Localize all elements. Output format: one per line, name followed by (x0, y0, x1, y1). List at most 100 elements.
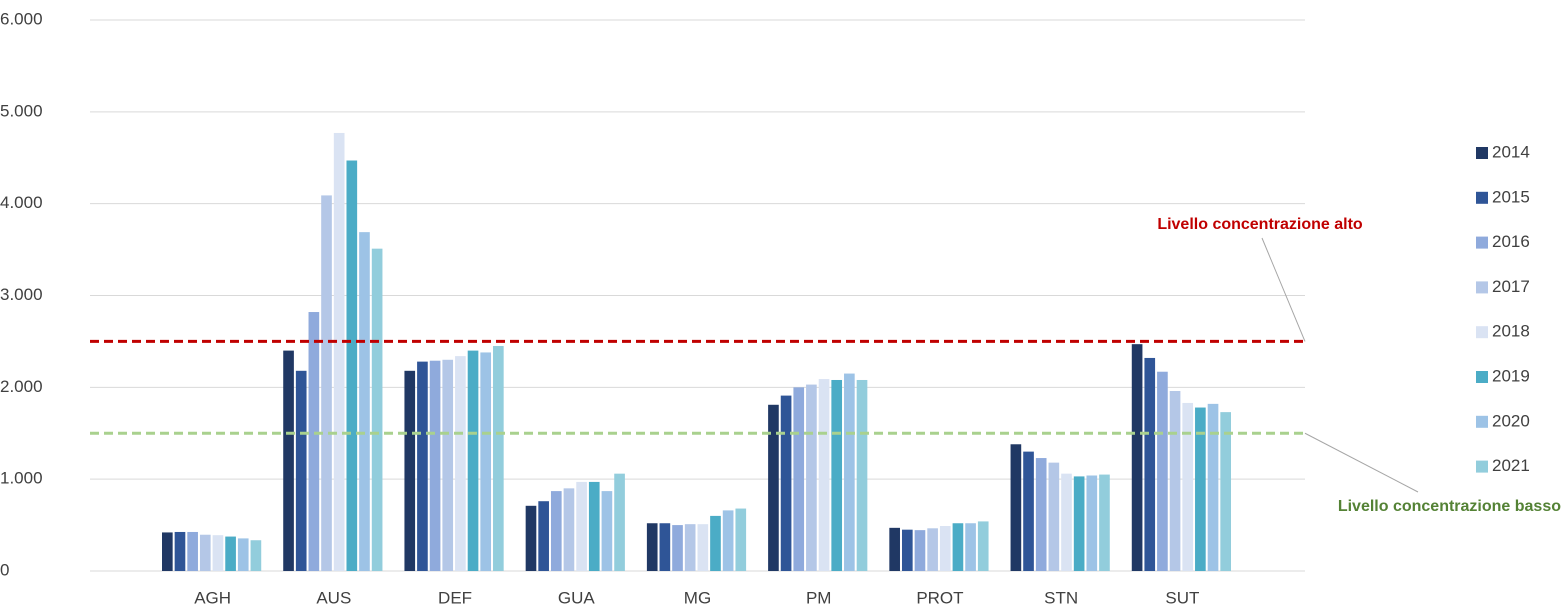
bar (371, 248, 383, 572)
bar (493, 346, 504, 571)
bar (697, 524, 709, 571)
bar (1220, 412, 1231, 571)
y-tick-label: 6.000 (0, 9, 43, 28)
legend-label: 2015 (1492, 187, 1530, 206)
bar (1048, 462, 1060, 571)
bar (283, 350, 294, 571)
bar (1061, 473, 1072, 571)
bar (1195, 407, 1206, 571)
bar (927, 528, 938, 571)
annotation: Livello concentrazione alto (1157, 216, 1363, 233)
x-tick-label: MG (684, 588, 711, 607)
legend-label: 2016 (1492, 232, 1530, 251)
legend-swatch (1476, 371, 1488, 383)
bar (1035, 458, 1047, 571)
bar (856, 379, 868, 571)
bar (174, 531, 186, 571)
bar (225, 536, 236, 571)
bar (199, 534, 211, 571)
legend-swatch (1476, 460, 1488, 473)
bar (538, 501, 549, 571)
bar (346, 160, 358, 571)
bar (818, 379, 830, 571)
bar (1010, 444, 1022, 571)
legend-swatch (1476, 326, 1488, 339)
bar (1144, 357, 1156, 571)
legend-label: 2019 (1492, 366, 1530, 385)
bar (952, 523, 964, 571)
bar (1207, 403, 1219, 571)
bar (250, 540, 262, 571)
x-tick-label: SUT (1165, 588, 1199, 607)
bar (417, 361, 428, 571)
bar (722, 510, 734, 571)
bar (793, 387, 805, 571)
bar (614, 473, 625, 571)
bar (710, 515, 721, 571)
x-tick-label: PM (806, 588, 832, 607)
bar (646, 523, 658, 571)
bar (1131, 344, 1143, 571)
x-tick-label: PROT (916, 588, 963, 607)
legend-label: 2018 (1492, 322, 1530, 341)
annotation: Livello concentrazione basso (1338, 498, 1561, 515)
bar (308, 312, 320, 571)
bar (1169, 391, 1181, 571)
legend-label: 2020 (1492, 411, 1530, 430)
bar (480, 352, 492, 571)
legend-label: 2021 (1492, 456, 1530, 475)
y-tick-label: 0 (0, 560, 9, 579)
y-tick-label: 2.000 (0, 377, 43, 396)
x-tick-label: STN (1044, 588, 1078, 607)
y-tick-label: 5.000 (0, 101, 43, 120)
bar (672, 525, 683, 571)
bar (1023, 451, 1034, 571)
y-tick-label: 1.000 (0, 469, 43, 488)
leader-line (1304, 432, 1419, 493)
bar (467, 350, 479, 571)
bar (780, 395, 792, 571)
bar (831, 379, 843, 571)
legend-swatch (1476, 415, 1488, 428)
bar (162, 532, 173, 571)
bar (684, 524, 696, 571)
bar (321, 195, 332, 571)
bar (359, 232, 370, 571)
legend-swatch (1476, 191, 1488, 204)
bar (768, 404, 779, 571)
legend-swatch (1476, 147, 1488, 159)
bar (914, 530, 926, 571)
x-tick-label: AGH (194, 588, 231, 607)
bar (442, 359, 454, 571)
x-tick-label: GUA (558, 588, 596, 607)
bar (187, 531, 198, 571)
bar (1182, 402, 1194, 571)
bar (455, 356, 466, 571)
bar (1073, 476, 1085, 571)
bar (1157, 371, 1168, 571)
legend-label: 2014 (1492, 142, 1530, 161)
bar (563, 488, 575, 571)
bar (965, 523, 976, 571)
bar (525, 505, 537, 571)
leader-line (1261, 237, 1306, 342)
bar (404, 370, 416, 571)
y-tick-label: 4.000 (0, 193, 43, 212)
bar (939, 526, 951, 571)
bar (576, 481, 587, 571)
legend-label: 2017 (1492, 277, 1530, 296)
bar (601, 491, 613, 571)
legend-swatch (1476, 281, 1488, 294)
bar (844, 373, 855, 571)
y-tick-label: 3.000 (0, 285, 43, 304)
bar (659, 523, 671, 571)
bar (295, 370, 307, 571)
bar (1086, 475, 1098, 571)
bar (429, 360, 441, 571)
bar (806, 384, 817, 571)
bar (550, 491, 562, 571)
bar (333, 132, 345, 571)
bar (237, 538, 249, 571)
